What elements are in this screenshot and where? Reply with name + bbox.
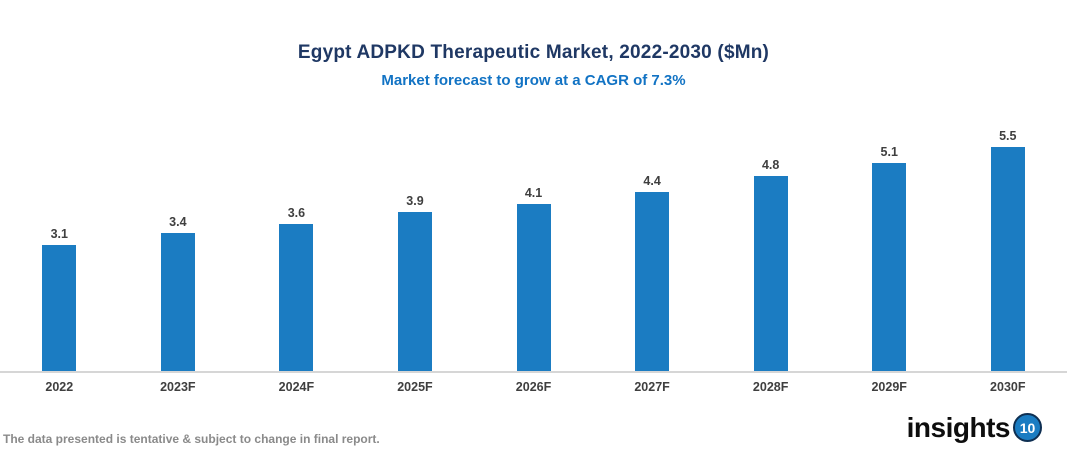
bar-value-label: 3.4 [169, 215, 187, 229]
bar [42, 245, 77, 371]
chart-column: 3.6 [237, 206, 356, 371]
bar [635, 192, 670, 371]
bar [753, 176, 788, 371]
bar-value-label: 5.5 [999, 129, 1017, 143]
x-axis-tick-label: 2029F [871, 380, 907, 394]
chart-column: 5.1 [830, 145, 949, 371]
bars-row: 3.1 3.4 3.6 3.9 4.1 4.4 4.8 5.1 5.5 [0, 91, 1067, 371]
bar-value-label: 5.1 [880, 145, 898, 159]
chart-title: Egypt ADPKD Therapeutic Market, 2022-203… [297, 42, 770, 63]
chart-header: Egypt ADPKD Therapeutic Market, 2022-203… [0, 0, 1067, 89]
bar-value-label: 4.8 [761, 158, 780, 172]
chart-column: 5.5 [949, 129, 1067, 371]
disclaimer-text: The data presented is tentative & subjec… [3, 432, 380, 446]
bar-chart-plot-area: 3.1 3.4 3.6 3.9 4.1 4.4 4.8 5.1 5.5 2022 2023F 202… [0, 91, 1067, 394]
x-axis-tick-label: 2024F [278, 380, 315, 394]
chart-column: 4.1 [474, 186, 593, 371]
x-axis-ticks-row: 2022 2023F 2024F 2025F 2026F 2027F 2028F 2029F 2… [0, 373, 1067, 394]
insights10-logo: insights 10 [907, 413, 1042, 442]
bar [990, 147, 1025, 371]
x-axis-tick-label: 2022 [45, 380, 74, 394]
x-axis-tick-label: 2028F [752, 380, 789, 394]
x-axis-tick-label: 2030F [990, 380, 1026, 394]
x-axis-line [0, 371, 1067, 373]
bar [397, 212, 432, 371]
bar [160, 233, 195, 371]
bar-value-label: 3.9 [406, 194, 424, 208]
bar [279, 224, 314, 371]
bar-value-label: 4.4 [643, 174, 661, 188]
bar [516, 204, 551, 371]
chart-column: 3.4 [119, 215, 238, 371]
chart-column: 4.8 [711, 158, 830, 371]
x-axis-tick-label: 2023F [160, 380, 196, 394]
bar-value-label: 3.1 [50, 227, 68, 241]
x-axis-tick-label: 2027F [634, 380, 670, 394]
x-axis-tick-label: 2026F [515, 380, 552, 394]
logo-text: insights [906, 411, 1011, 443]
bar-value-label: 4.1 [524, 186, 543, 200]
chart-column: 3.9 [356, 194, 475, 371]
logo-badge-icon: 10 [1013, 413, 1042, 442]
bar [872, 163, 907, 371]
bar-value-label: 3.6 [287, 206, 306, 220]
chart-subtitle: Market forecast to grow at a CAGR of 7.3… [381, 72, 686, 89]
chart-column: 4.4 [593, 174, 712, 371]
x-axis-tick-label: 2025F [397, 380, 433, 394]
chart-column: 3.1 [0, 227, 119, 371]
